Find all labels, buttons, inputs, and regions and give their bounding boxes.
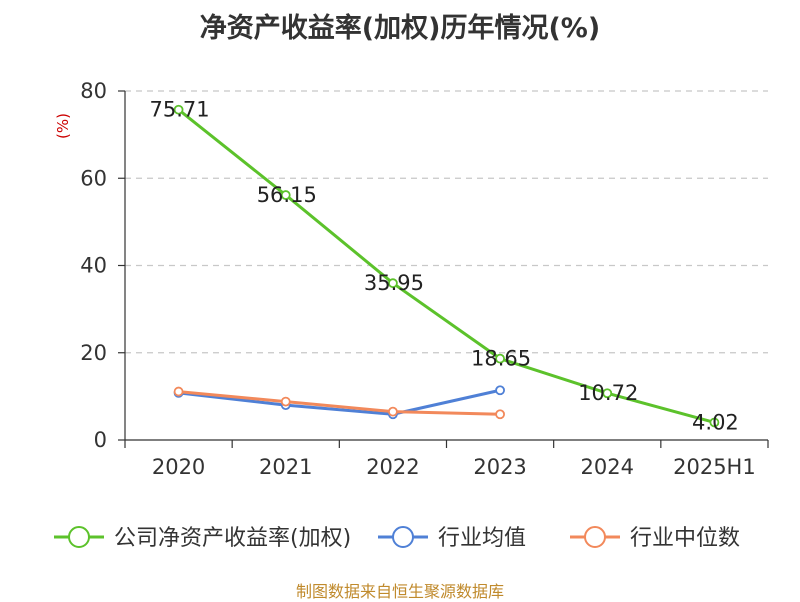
data-point <box>173 104 184 115</box>
data-labels: 75.71 56.15 35.95 18.65 10.72 4.02 <box>150 98 739 435</box>
y-tick-label: 20 <box>80 341 107 365</box>
y-tick-label: 80 <box>80 79 107 103</box>
grid-lines <box>125 90 768 354</box>
data-point <box>495 353 505 364</box>
data-label: 56.15 <box>257 183 317 207</box>
chart-title: 净资产收益率(加权)历年情况(%) <box>199 13 601 44</box>
data-label: 10.72 <box>578 381 638 405</box>
data-point <box>280 396 291 407</box>
data-point <box>495 385 505 396</box>
x-tick-label: 2021 <box>259 455 312 479</box>
legend-item: 行业中位数 <box>570 526 740 551</box>
legend-item: 公司净资产收益率(加权) <box>54 526 351 551</box>
series-lines <box>173 104 720 428</box>
x-tick-label: 2022 <box>366 455 419 479</box>
legend-swatch-marker <box>392 526 414 548</box>
axes: 0 20 40 60 80 (%) 2020 2021 2022 2023 2024 2025H1 <box>54 79 769 479</box>
x-tick-label: 2024 <box>581 455 634 479</box>
data-point <box>280 190 291 200</box>
legend-swatch-marker <box>584 526 606 548</box>
series-line-2 <box>178 390 501 416</box>
series-line-1 <box>178 388 501 416</box>
data-point <box>173 386 184 397</box>
data-point <box>495 409 505 420</box>
legend-label: 公司净资产收益率(加权) <box>114 526 351 551</box>
legend-item: 行业均值 <box>378 526 526 551</box>
y-tick-label: 40 <box>80 254 107 278</box>
source-note: 制图数据来自恒生聚源数据库 <box>295 582 504 601</box>
y-tick-label: 0 <box>94 428 107 452</box>
x-tick-label: 2020 <box>152 455 205 479</box>
y-tick-label: 60 <box>80 166 107 190</box>
data-point <box>388 278 398 289</box>
data-label: 4.02 <box>692 410 739 434</box>
legend-label: 行业均值 <box>438 526 526 551</box>
x-tick-label: 2023 <box>473 455 526 479</box>
data-label: 18.65 <box>471 347 531 371</box>
x-tick-label: 2025H1 <box>673 455 756 479</box>
data-point <box>602 388 613 399</box>
y-axis-unit: (%) <box>54 113 72 139</box>
legend-label: 行业中位数 <box>630 526 740 551</box>
legend-swatch-marker <box>68 526 90 548</box>
data-label: 35.95 <box>364 271 424 295</box>
data-point <box>709 417 720 428</box>
data-label: 75.71 <box>150 98 210 122</box>
data-point <box>388 406 398 417</box>
legend: 公司净资产收益率(加权) 行业均值 行业中位数 <box>54 526 740 551</box>
series-line-0 <box>177 108 715 424</box>
